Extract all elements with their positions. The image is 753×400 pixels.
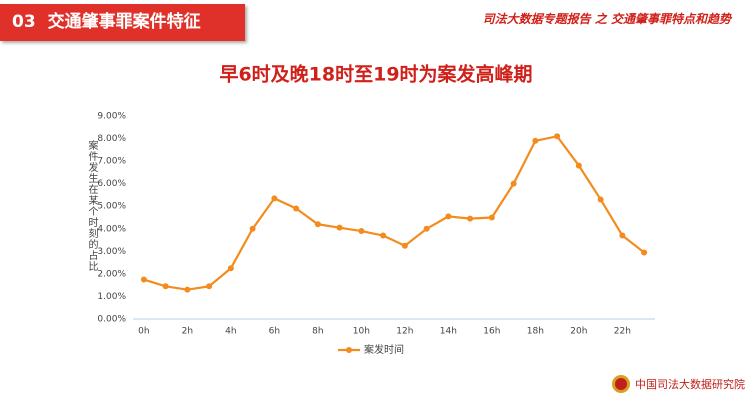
data-point xyxy=(510,180,517,187)
data-point xyxy=(423,225,430,232)
data-point xyxy=(445,213,452,220)
data-point xyxy=(401,242,408,249)
x-tick-label: 6h xyxy=(269,327,280,337)
x-tick-label: 2h xyxy=(182,327,193,337)
section-header: 03 交通肇事罪案件特征 xyxy=(0,4,245,41)
footer: 中国司法大数据研究院 xyxy=(611,374,745,394)
y-tick-label: 6.00% xyxy=(97,179,126,189)
footer-org: 中国司法大数据研究院 xyxy=(635,378,745,391)
data-point xyxy=(597,196,604,203)
data-point xyxy=(532,137,539,144)
chart-title: 早6时及晚18时至19时为案发高峰期 xyxy=(219,63,532,86)
data-point xyxy=(271,195,278,202)
legend-marker xyxy=(346,347,352,353)
data-point xyxy=(641,249,648,256)
y-tick-label: 1.00% xyxy=(97,292,126,302)
data-point xyxy=(380,232,387,239)
series-line xyxy=(143,135,645,291)
x-tick-label: 4h xyxy=(225,327,236,337)
data-point xyxy=(314,221,321,228)
section-title: 交通肇事罪案件特征 xyxy=(47,12,201,32)
y-tick-label: 9.00% xyxy=(97,112,126,122)
x-tick-label: 10h xyxy=(353,327,370,337)
emblem xyxy=(612,375,630,393)
y-tick-label: 2.00% xyxy=(97,269,126,279)
x-tick-label: 18h xyxy=(527,327,544,337)
data-point xyxy=(488,214,495,221)
report-title: 司法大数据专题报告 之 交通肇事罪特点和趋势 xyxy=(482,12,731,26)
data-point xyxy=(575,162,582,169)
y-axis-label: 案件发生在某个时刻的占比 xyxy=(86,140,97,272)
data-point xyxy=(249,225,256,232)
y-tick-label: 7.00% xyxy=(97,157,126,167)
data-point xyxy=(293,205,300,212)
y-tick-label: 0.00% xyxy=(97,315,126,325)
data-point xyxy=(184,286,191,293)
x-tick-label: 12h xyxy=(396,327,413,337)
y-tick-label: 3.00% xyxy=(97,247,126,257)
x-tick-label: 8h xyxy=(312,327,323,337)
data-point xyxy=(554,133,561,140)
x-tick-label: 16h xyxy=(483,327,500,337)
section-number: 03 xyxy=(12,12,36,32)
legend-label: 案发时间 xyxy=(364,343,404,356)
x-tick-label: 14h xyxy=(440,327,457,337)
data-point xyxy=(336,224,343,231)
data-point xyxy=(467,215,474,222)
data-point xyxy=(227,265,234,272)
data-point xyxy=(358,228,365,235)
x-tick-label: 0h xyxy=(138,327,149,337)
x-tick-label: 20h xyxy=(570,327,587,337)
data-point xyxy=(619,232,626,239)
data-point xyxy=(206,283,213,290)
y-tick-label: 8.00% xyxy=(97,134,126,144)
data-point xyxy=(140,276,147,283)
data-point xyxy=(162,283,169,290)
y-tick-label: 4.00% xyxy=(97,224,126,234)
y-tick-label: 5.00% xyxy=(97,202,126,212)
x-tick-label: 22h xyxy=(614,327,631,337)
